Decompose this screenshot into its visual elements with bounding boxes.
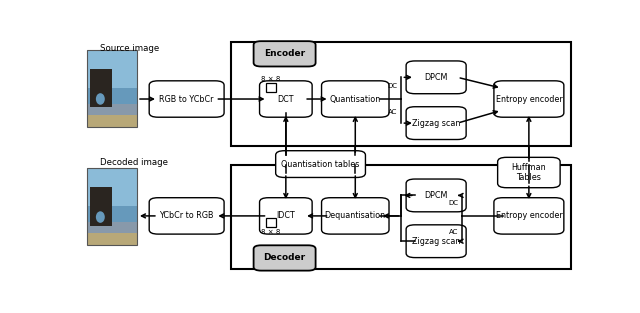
Text: Huffman
Tables: Huffman Tables — [511, 163, 546, 182]
Text: Dequantisation: Dequantisation — [324, 211, 386, 220]
FancyBboxPatch shape — [494, 81, 564, 117]
FancyBboxPatch shape — [406, 179, 466, 212]
FancyBboxPatch shape — [253, 245, 316, 271]
Text: Zigzag scan: Zigzag scan — [412, 119, 460, 128]
Text: IDCT: IDCT — [276, 211, 295, 220]
Bar — [88, 222, 137, 233]
FancyBboxPatch shape — [321, 198, 389, 234]
Bar — [231, 165, 571, 269]
FancyBboxPatch shape — [149, 81, 224, 117]
FancyBboxPatch shape — [406, 225, 466, 258]
Text: 8 × 8: 8 × 8 — [261, 228, 281, 234]
Text: DPCM: DPCM — [424, 73, 448, 82]
Ellipse shape — [96, 211, 105, 223]
Ellipse shape — [96, 93, 105, 105]
Text: AC: AC — [449, 228, 458, 234]
Text: Source image: Source image — [100, 44, 159, 53]
Text: RGB to YCbCr: RGB to YCbCr — [159, 95, 214, 104]
Text: Quantisation tables: Quantisation tables — [282, 160, 360, 169]
Text: YCbCr to RGB: YCbCr to RGB — [159, 211, 214, 220]
Bar — [90, 69, 112, 107]
FancyBboxPatch shape — [494, 198, 564, 234]
Bar — [88, 104, 137, 115]
Bar — [231, 42, 571, 146]
Text: AC: AC — [388, 109, 397, 115]
Bar — [88, 206, 137, 222]
Bar — [88, 50, 137, 127]
Bar — [90, 187, 112, 226]
Text: Decoder: Decoder — [264, 254, 306, 263]
FancyBboxPatch shape — [498, 157, 560, 188]
Text: Decoded image: Decoded image — [100, 158, 168, 167]
FancyBboxPatch shape — [276, 151, 365, 177]
FancyBboxPatch shape — [149, 198, 224, 234]
FancyBboxPatch shape — [406, 107, 466, 140]
Bar — [266, 83, 276, 92]
FancyBboxPatch shape — [260, 198, 312, 234]
Text: DPCM: DPCM — [424, 191, 448, 200]
Text: Entropy encoder: Entropy encoder — [495, 211, 563, 220]
Bar — [88, 168, 137, 206]
Text: Entropy encoder: Entropy encoder — [495, 95, 563, 104]
Text: Zigzag scan: Zigzag scan — [412, 237, 460, 246]
Text: DC: DC — [448, 200, 458, 206]
Bar — [266, 218, 276, 227]
Bar — [88, 88, 137, 104]
Text: 8 × 8: 8 × 8 — [261, 76, 281, 82]
Bar — [88, 50, 137, 88]
Bar — [88, 115, 137, 127]
Bar — [88, 168, 137, 245]
FancyBboxPatch shape — [406, 61, 466, 94]
FancyBboxPatch shape — [321, 81, 389, 117]
Bar — [88, 233, 137, 245]
Text: DC: DC — [387, 83, 397, 89]
Text: DCT: DCT — [278, 95, 294, 104]
Text: Encoder: Encoder — [264, 49, 305, 58]
FancyBboxPatch shape — [253, 41, 316, 66]
Text: Quantisation: Quantisation — [330, 95, 381, 104]
FancyBboxPatch shape — [260, 81, 312, 117]
